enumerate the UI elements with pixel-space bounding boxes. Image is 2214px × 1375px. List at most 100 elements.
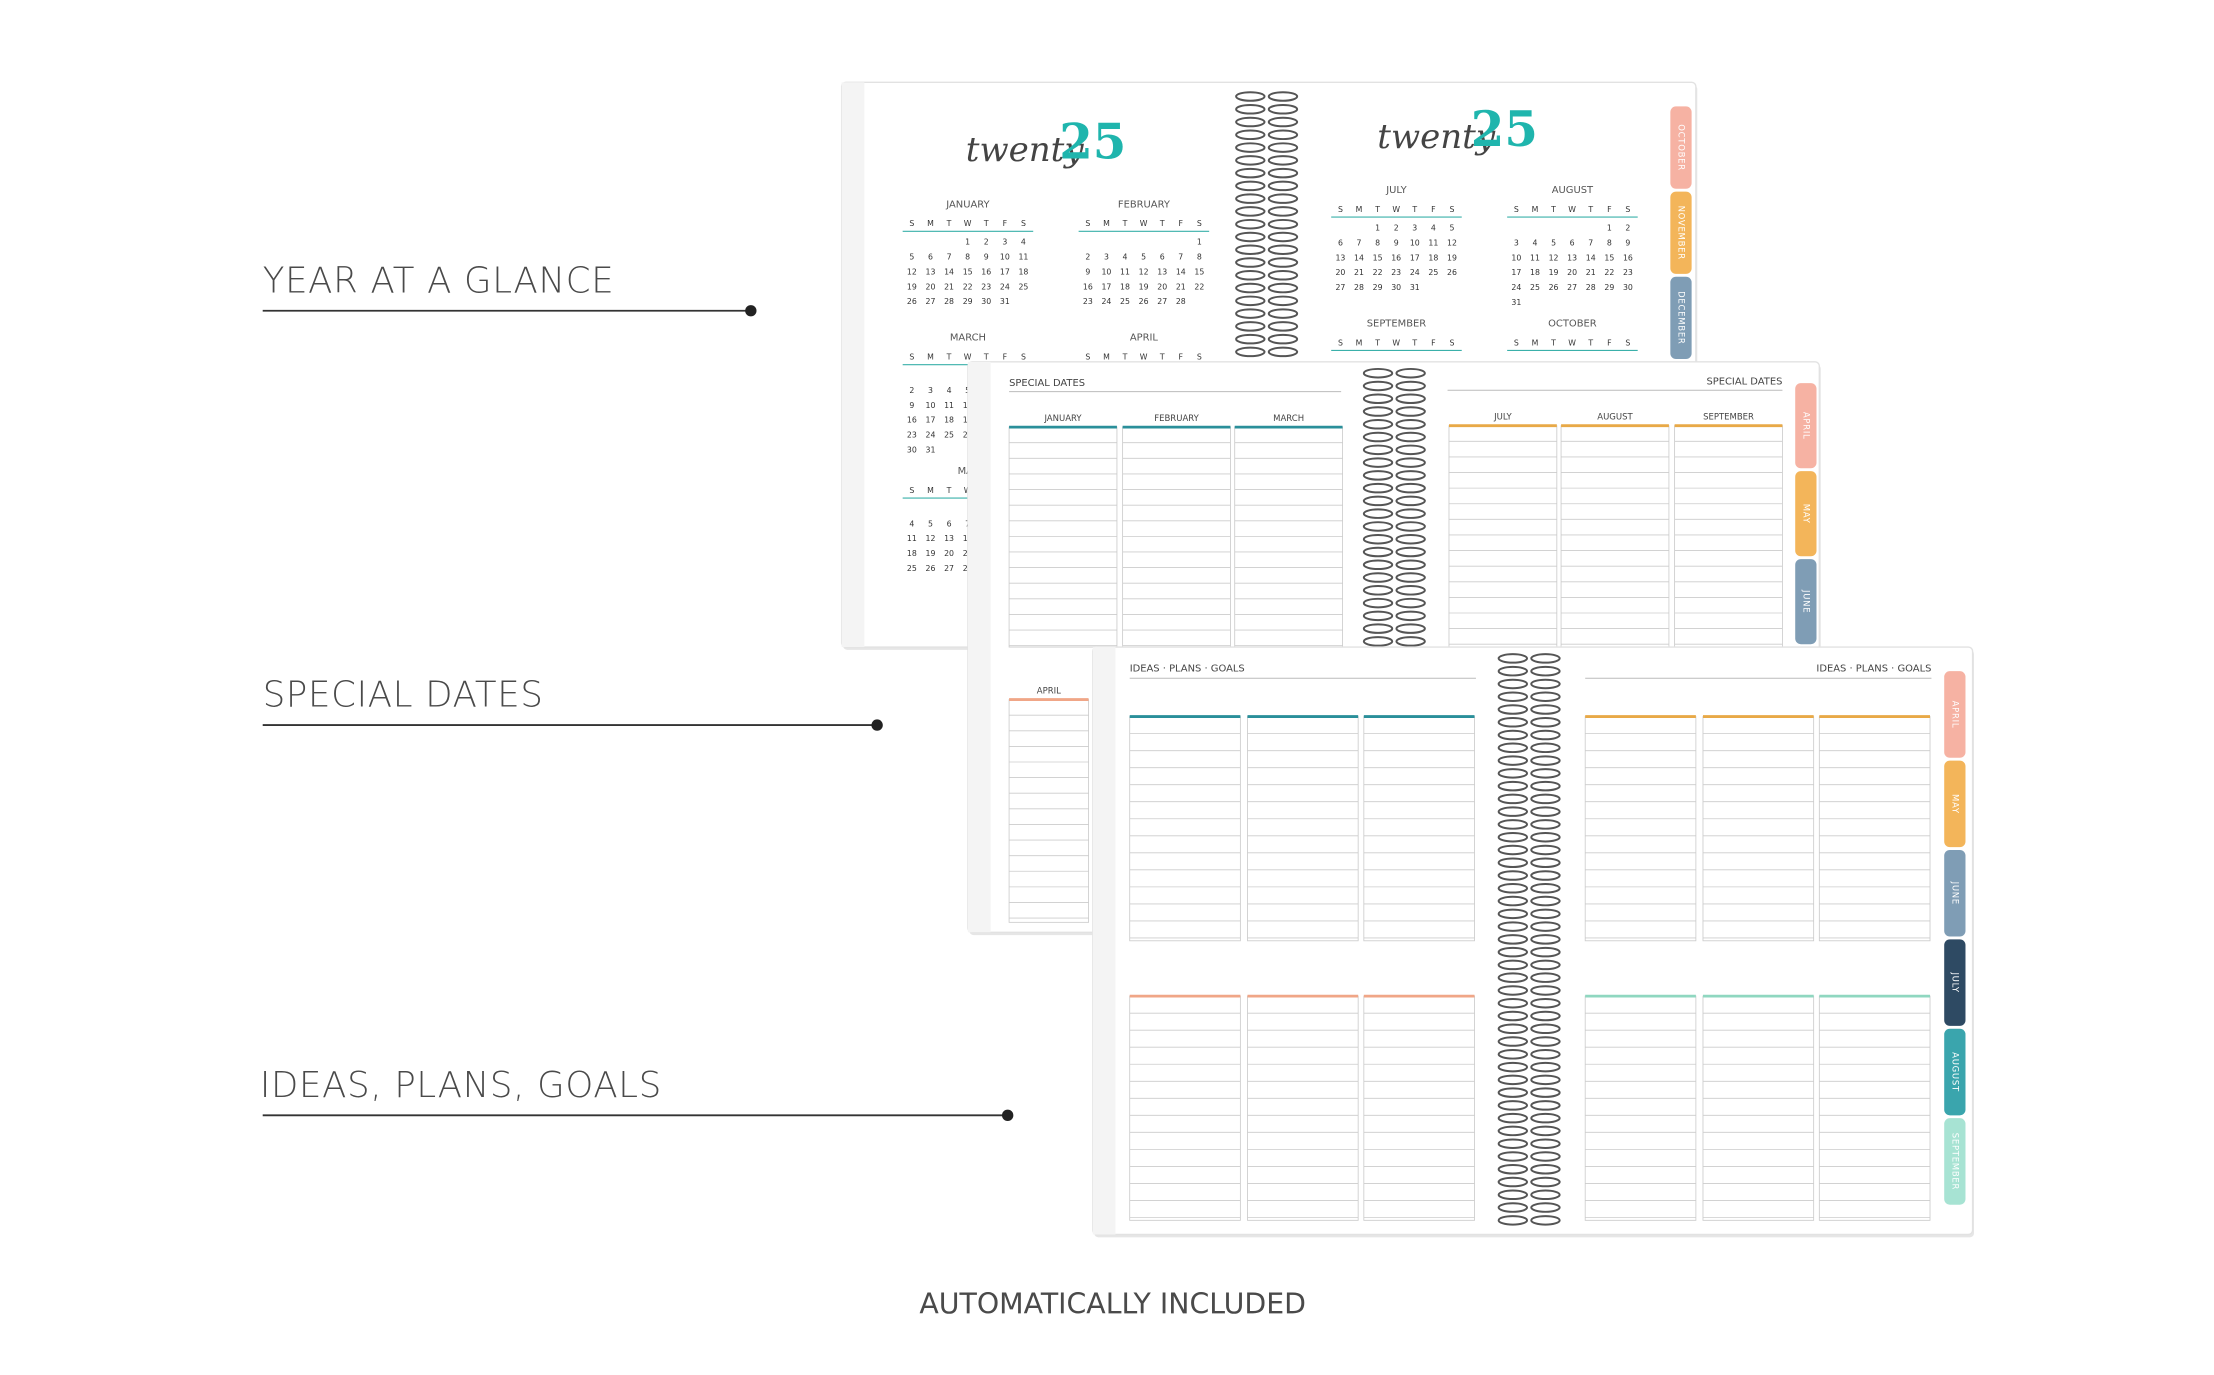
spiral-ring (1530, 870, 1561, 881)
day-number: 1 (1607, 223, 1612, 232)
spiral-ring (1235, 129, 1266, 141)
spiral-ring (1497, 678, 1529, 690)
month-tab-label: APRIL (1949, 701, 1959, 729)
spiral-ring (1530, 857, 1561, 868)
spiral-ring (1530, 742, 1561, 754)
spiral-ring (1362, 406, 1394, 417)
spiral-ring (1235, 142, 1266, 153)
weekday-letter: S (1449, 205, 1454, 214)
day-number: 2 (984, 238, 989, 247)
weekday-letter: T (946, 486, 952, 495)
day-number: 21 (1354, 268, 1364, 277)
weekday-letter: T (983, 353, 989, 362)
day-number: 7 (1178, 253, 1183, 262)
spiral-ring (1235, 167, 1266, 179)
weekday-letter: S (909, 219, 914, 228)
day-number: 8 (1607, 238, 1612, 247)
weekday-letter: F (1003, 219, 1008, 228)
month-tab (1795, 559, 1817, 645)
month-tab-label: MAY (1949, 794, 1959, 814)
spiral-ring (1395, 521, 1426, 532)
spiral-ring (1362, 546, 1394, 558)
month-name: AUGUST (1552, 185, 1594, 196)
day-number: 9 (1085, 267, 1090, 276)
day-number: 20 (1567, 268, 1577, 277)
month-tab (1944, 1028, 1966, 1116)
spiral-ring (1362, 444, 1394, 456)
weekday-letter: S (1625, 205, 1630, 214)
spiral-ring (1497, 717, 1529, 728)
page-edge (1092, 647, 1116, 1235)
spiral-ring (1267, 193, 1299, 204)
day-number: 18 (1530, 268, 1540, 277)
day-number: 23 (907, 431, 917, 440)
day-number: 31 (926, 446, 936, 455)
feature-labels: YEAR AT A GLANCE SPECIAL DATES IDEAS, PL… (260, 260, 1306, 1320)
day-number: 5 (1551, 238, 1556, 247)
spiral-ring (1267, 206, 1299, 217)
day-number: 30 (907, 446, 917, 455)
spiral-ring (1530, 831, 1561, 843)
spiral-ring (1497, 985, 1529, 996)
month-tab (1795, 471, 1817, 557)
pointer-dot (1001, 1109, 1014, 1122)
day-number: 27 (1157, 297, 1167, 306)
spiral-ring (1530, 1163, 1561, 1175)
spiral-ring (1497, 972, 1529, 983)
weekday-letter: T (1550, 338, 1556, 347)
day-number: 26 (1549, 283, 1559, 292)
spiral-ring (1267, 91, 1299, 102)
spiral-ring (1267, 321, 1299, 332)
spiral-ring (1530, 921, 1561, 932)
day-number: 4 (1431, 223, 1436, 232)
spiral-ring (1530, 946, 1561, 958)
day-number: 25 (1428, 268, 1438, 277)
month-name: JANUARY (945, 199, 990, 210)
spiral-ring (1497, 1215, 1529, 1226)
day-number: 11 (907, 534, 917, 543)
month-tab-label: MAY (1800, 504, 1810, 524)
spiral-ring (1530, 1036, 1561, 1047)
spiral-ring (1235, 231, 1266, 243)
day-number: 12 (926, 534, 936, 543)
day-number: 24 (1000, 282, 1010, 291)
day-number: 16 (981, 267, 991, 276)
weekday-letter: S (1338, 205, 1343, 214)
spiral-ring (1530, 934, 1561, 945)
day-number: 25 (1530, 283, 1540, 292)
spiral-ring (1497, 755, 1529, 766)
feature-label: IDEAS, PLANS, GOALS (260, 1065, 662, 1106)
spiral-ring (1497, 831, 1529, 843)
weekday-letter: W (964, 353, 972, 362)
day-number: 4 (1021, 238, 1026, 247)
spiral-ring (1530, 959, 1561, 971)
spiral-ring (1530, 1189, 1561, 1201)
day-number: 8 (1375, 238, 1380, 247)
spiral-ring (1395, 508, 1426, 519)
spiral-ring (1235, 321, 1266, 332)
day-number: 6 (1570, 238, 1575, 247)
day-number: 22 (1373, 268, 1383, 277)
day-number: 11 (1530, 253, 1540, 262)
day-number: 3 (1514, 238, 1519, 247)
day-number: 28 (1586, 283, 1596, 292)
spiral-ring (1530, 1074, 1561, 1086)
day-number: 9 (1625, 238, 1630, 247)
day-number: 30 (1623, 283, 1633, 292)
day-number: 18 (1428, 253, 1438, 262)
spiral-ring (1395, 431, 1426, 443)
spiral-ring (1395, 546, 1426, 558)
spiral-ring (1530, 908, 1561, 920)
spiral-ring (1497, 921, 1529, 932)
spiral-ring (1395, 482, 1426, 494)
day-number: 21 (944, 282, 954, 291)
spiral-ring (1267, 282, 1299, 294)
day-number: 5 (928, 519, 933, 528)
day-number: 19 (907, 282, 917, 291)
spiral-ring (1362, 419, 1394, 430)
day-number: 2 (1085, 253, 1090, 262)
spiral-ring (1497, 844, 1529, 856)
day-number: 25 (1018, 282, 1028, 291)
spiral-ring (1267, 333, 1299, 345)
